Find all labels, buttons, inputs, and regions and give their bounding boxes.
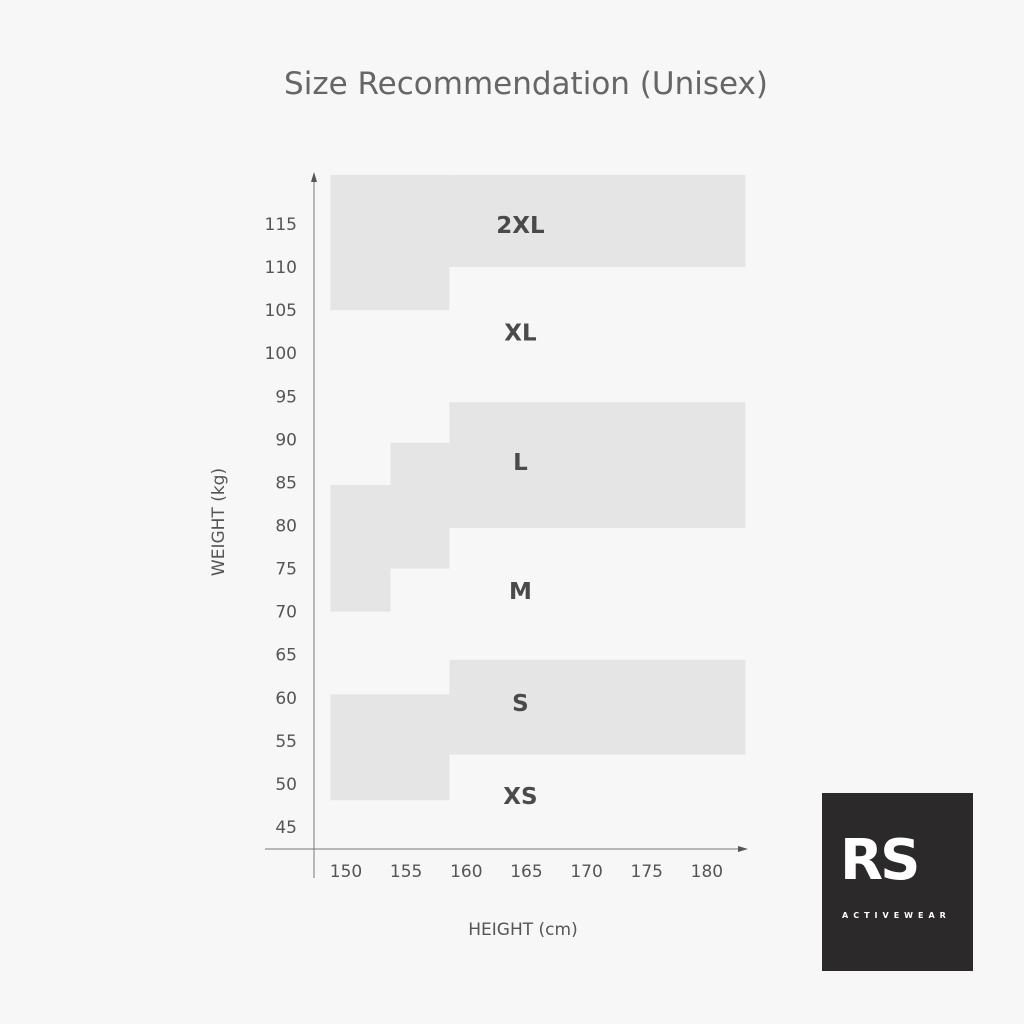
y-tick-label: 70 [275,603,297,623]
y-tick-label: 105 [265,301,297,321]
region-s [330,694,450,801]
y-tick-label: 75 [275,560,297,580]
region-2xl [449,174,746,268]
x-tick-label: 170 [570,862,602,882]
x-tick-label: 150 [330,862,362,882]
size-label: L [513,450,528,476]
logo-tagline: ACTIVEWEAR [842,911,951,920]
y-tick-label: 65 [275,646,297,666]
x-tick-label: 155 [390,862,422,882]
brand-logo: RS ACTIVEWEAR [822,793,973,971]
region-l [330,485,391,612]
size-label: XL [504,321,537,347]
region-l [390,442,450,569]
x-tick-label: 175 [631,862,663,882]
y-tick-label: 60 [275,689,297,709]
chart-title: Size Recommendation (Unisex) [284,66,768,102]
y-tick-label: 80 [275,516,297,536]
x-axis-arrow [738,846,748,852]
y-axis-label: WEIGHT (kg) [209,468,229,576]
y-tick-label: 110 [265,258,297,278]
size-label: S [512,691,529,717]
x-tick-label: 165 [510,862,542,882]
y-tick-label: 45 [275,818,297,838]
logo-mark: RS [840,828,920,893]
y-tick-label: 95 [275,387,297,407]
size-label: M [509,579,532,605]
size-label: 2XL [496,213,545,239]
x-tick-label: 180 [691,862,723,882]
y-tick-label: 115 [265,215,297,235]
x-tick-label: 160 [450,862,482,882]
region-2xl [330,174,450,311]
y-tick-label: 50 [275,775,297,795]
y-tick-label: 100 [265,344,297,364]
size-label: XS [503,784,537,810]
y-axis-arrow [311,172,317,182]
region-l [449,402,746,529]
y-tick-label: 55 [275,732,297,752]
y-tick-label: 85 [275,473,297,493]
x-axis-label: HEIGHT (cm) [468,920,577,940]
region-s [449,659,746,755]
y-tick-label: 90 [275,430,297,450]
